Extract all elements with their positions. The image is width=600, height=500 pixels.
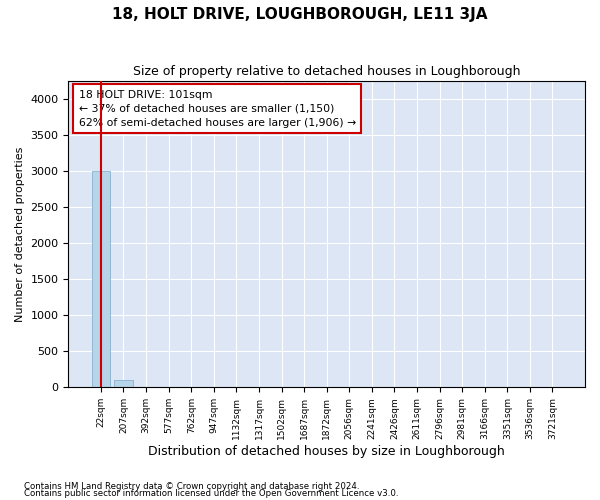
Title: Size of property relative to detached houses in Loughborough: Size of property relative to detached ho…	[133, 65, 520, 78]
Y-axis label: Number of detached properties: Number of detached properties	[15, 146, 25, 322]
Text: Contains public sector information licensed under the Open Government Licence v3: Contains public sector information licen…	[24, 490, 398, 498]
Text: Contains HM Land Registry data © Crown copyright and database right 2024.: Contains HM Land Registry data © Crown c…	[24, 482, 359, 491]
Bar	[92, 170, 110, 387]
Bar	[115, 380, 133, 387]
Text: 18, HOLT DRIVE, LOUGHBOROUGH, LE11 3JA: 18, HOLT DRIVE, LOUGHBOROUGH, LE11 3JA	[112, 8, 488, 22]
Text: 18 HOLT DRIVE: 101sqm
← 37% of detached houses are smaller (1,150)
62% of semi-d: 18 HOLT DRIVE: 101sqm ← 37% of detached …	[79, 90, 356, 128]
X-axis label: Distribution of detached houses by size in Loughborough: Distribution of detached houses by size …	[148, 444, 505, 458]
